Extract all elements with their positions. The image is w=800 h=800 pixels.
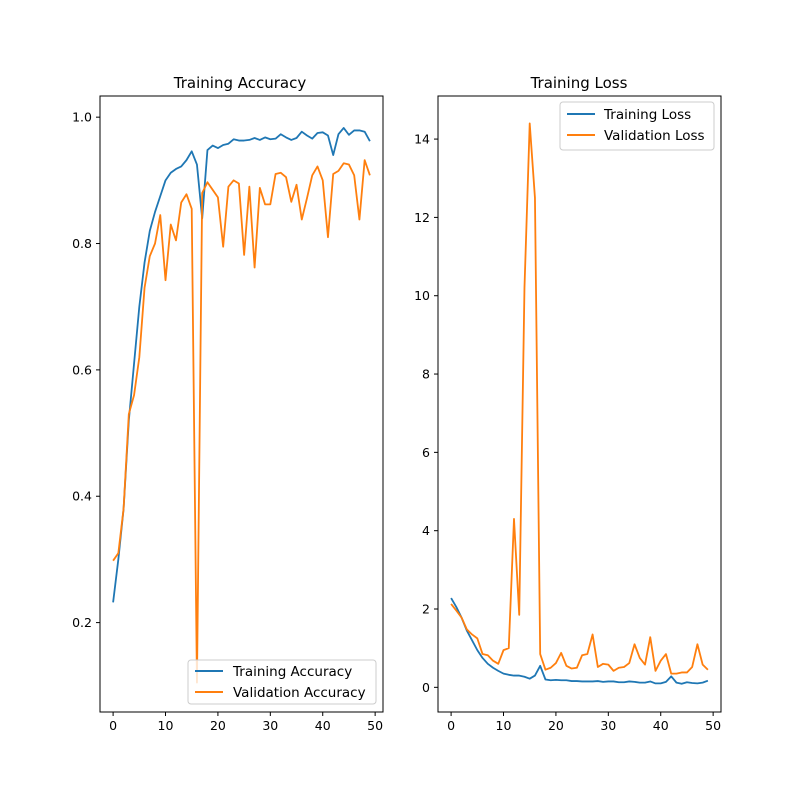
loss-legend: Training Loss Validation Loss [559,101,715,151]
loss-ytick-label: 10 [414,288,430,303]
training-accuracy-line [112,127,371,603]
accuracy-ytick-label: 0.8 [72,236,92,251]
accuracy-ytick-label: 0.2 [72,615,92,630]
loss-xtick-label: 0 [447,718,455,733]
accuracy-xtick-label: 40 [315,718,331,733]
loss-xtick-label: 50 [705,718,721,733]
loss-chart-title: Training Loss [530,74,628,92]
accuracy-xtick-label: 30 [262,718,278,733]
loss-legend-box [559,101,715,151]
accuracy-xtick-label: 0 [109,718,117,733]
loss-ytick-label: 14 [414,132,430,147]
loss-lines [450,122,709,685]
accuracy-legend-label-validation: Validation Accuracy [233,685,366,701]
loss-ytick-label: 8 [422,367,430,382]
accuracy-xtick-label: 10 [158,718,174,733]
accuracy-ytick-label: 0.6 [72,362,92,377]
accuracy-chart-title: Training Accuracy [173,74,307,92]
accuracy-xtick-label: 20 [210,718,226,733]
accuracy-ytick-label: 0.4 [72,489,92,504]
loss-legend-label-training: Training Loss [603,107,691,123]
validation-loss-line [450,122,709,675]
loss-chart: Training Loss 0 10 20 30 40 50 0 2 4 6 8 10 12 14 Tra… [414,74,722,733]
loss-ytick-label: 12 [414,210,430,225]
loss-xtick-label: 30 [600,718,616,733]
loss-ticks: 0 10 20 30 40 50 0 2 4 6 8 10 12 14 [414,132,721,733]
validation-accuracy-line [112,159,371,684]
loss-ytick-label: 2 [422,602,430,617]
loss-xtick-label: 40 [653,718,669,733]
loss-legend-label-validation: Validation Loss [604,128,705,144]
loss-ytick-label: 6 [422,445,430,460]
accuracy-ticks: 0 10 20 30 40 50 0.2 0.4 0.6 0.8 1.0 [72,110,383,733]
accuracy-legend: Training Accuracy Validation Accuracy [187,659,377,705]
accuracy-ytick-label: 1.0 [72,110,92,125]
loss-ytick-label: 4 [422,523,430,538]
loss-xtick-label: 20 [548,718,564,733]
accuracy-legend-box [187,659,377,705]
accuracy-legend-label-training: Training Accuracy [232,664,352,680]
training-loss-line [450,597,709,685]
accuracy-plot-frame [99,95,384,713]
accuracy-lines [112,127,371,684]
loss-xtick-label: 10 [496,718,512,733]
accuracy-xtick-label: 50 [367,718,383,733]
accuracy-chart: Training Accuracy 0 10 20 30 40 50 0.2 0.4 0.6 0.… [72,74,384,733]
loss-ytick-label: 0 [422,680,430,695]
loss-plot-frame [437,95,722,713]
